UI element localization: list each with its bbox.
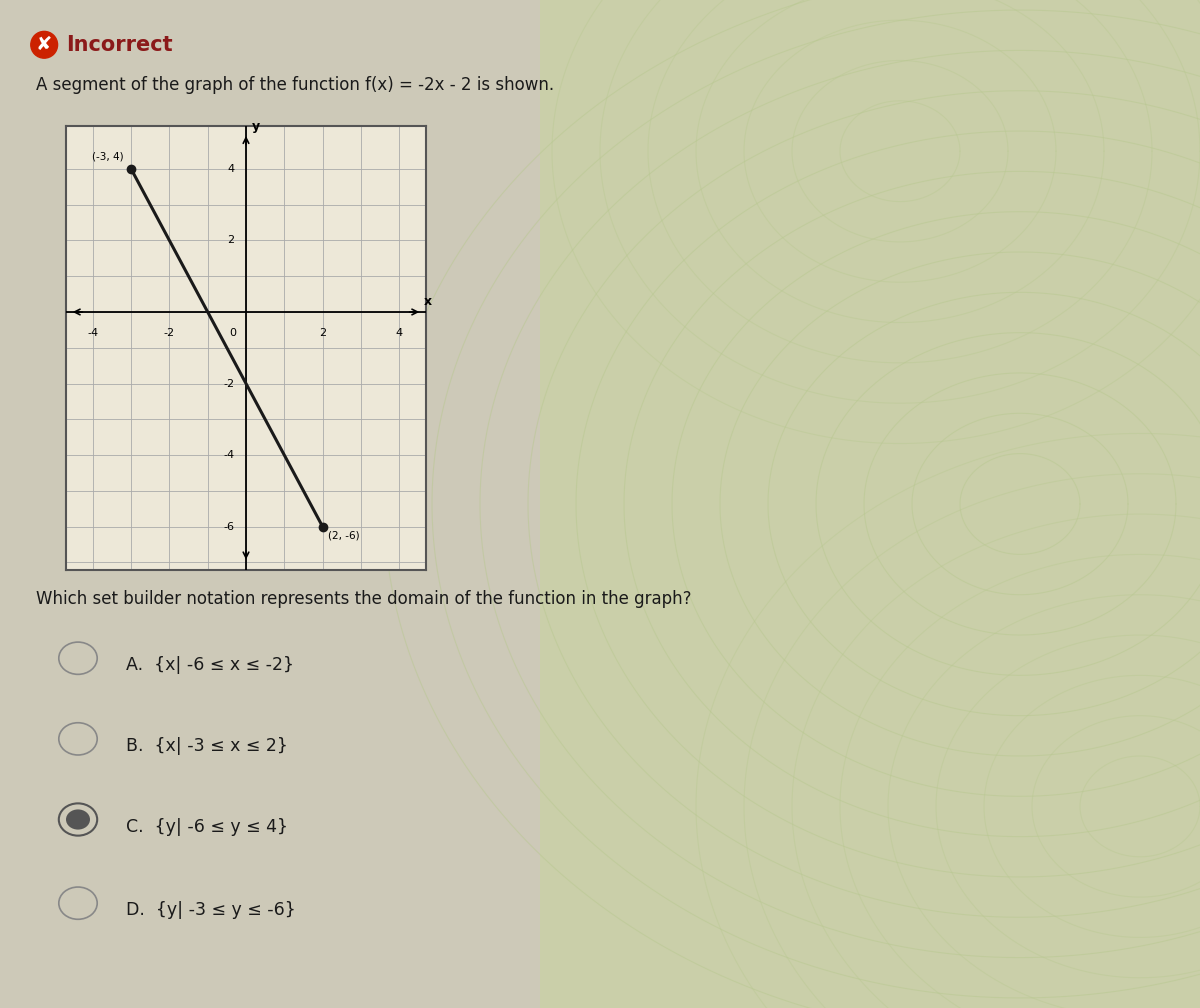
Text: A.  {x| -6 ≤ x ≤ -2}: A. {x| -6 ≤ x ≤ -2} xyxy=(126,656,294,674)
Text: y: y xyxy=(252,120,259,133)
Text: 2: 2 xyxy=(227,236,234,246)
Text: -2: -2 xyxy=(164,328,175,338)
Text: 4: 4 xyxy=(396,328,403,338)
Text: -4: -4 xyxy=(88,328,98,338)
Text: 4: 4 xyxy=(227,164,234,174)
Text: D.  {y| -3 ≤ y ≤ -6}: D. {y| -3 ≤ y ≤ -6} xyxy=(126,901,295,919)
Text: (-3, 4): (-3, 4) xyxy=(92,152,124,161)
Text: 0: 0 xyxy=(229,328,236,338)
Text: C.  {y| -6 ≤ y ≤ 4}: C. {y| -6 ≤ y ≤ 4} xyxy=(126,817,288,836)
Text: (2, -6): (2, -6) xyxy=(329,530,360,540)
Text: Incorrect: Incorrect xyxy=(66,35,173,55)
Text: 2: 2 xyxy=(319,328,326,338)
Text: Which set builder notation represents the domain of the function in the graph?: Which set builder notation represents th… xyxy=(36,590,691,608)
Text: -2: -2 xyxy=(223,379,234,388)
Text: -4: -4 xyxy=(223,450,234,460)
Bar xyxy=(540,0,1200,1008)
Text: B.  {x| -3 ≤ x ≤ 2}: B. {x| -3 ≤ x ≤ 2} xyxy=(126,737,288,755)
Text: ✘: ✘ xyxy=(36,35,53,54)
Text: A segment of the graph of the function f(x) = -2x - 2 is shown.: A segment of the graph of the function f… xyxy=(36,76,554,94)
Text: x: x xyxy=(424,294,432,307)
Text: -6: -6 xyxy=(223,521,234,531)
